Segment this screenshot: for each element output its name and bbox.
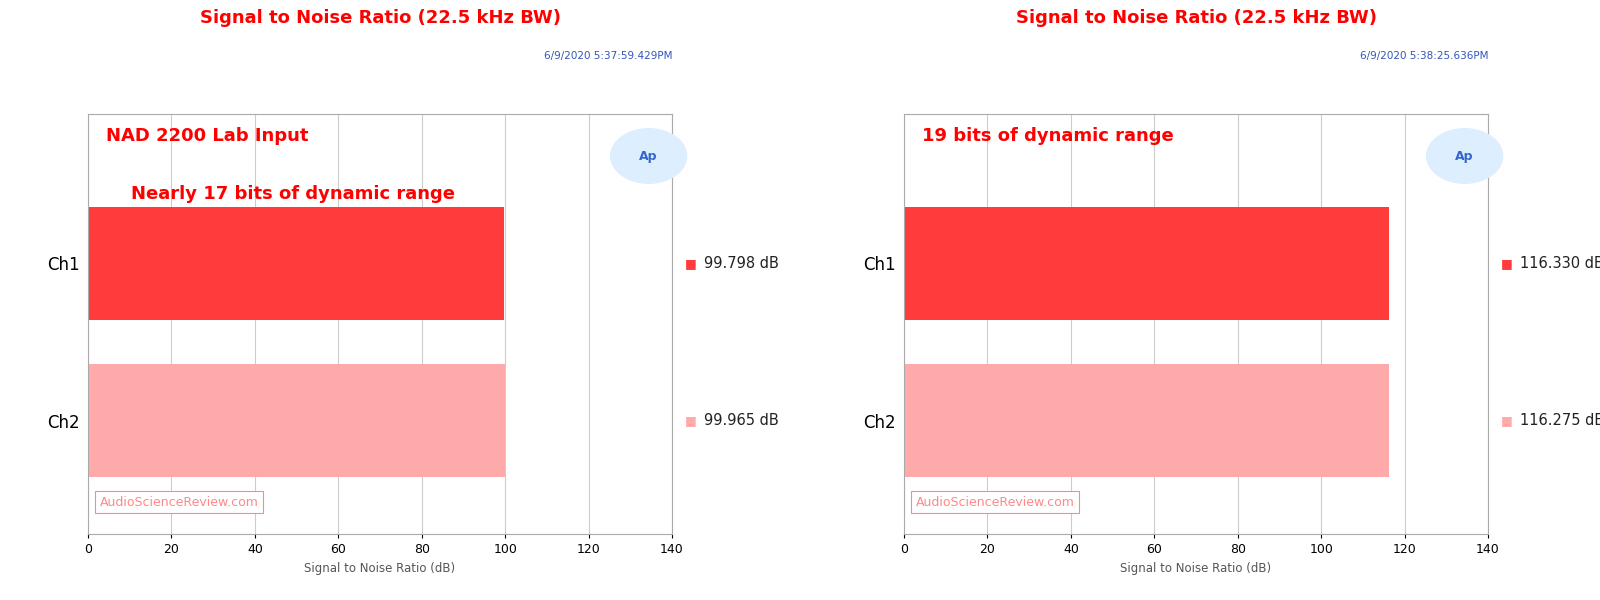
Text: Signal to Noise Ratio (22.5 kHz BW): Signal to Noise Ratio (22.5 kHz BW) bbox=[1016, 9, 1376, 27]
Text: 6/9/2020 5:38:25.636PM: 6/9/2020 5:38:25.636PM bbox=[1360, 51, 1488, 61]
Bar bbox=[904, 207, 1389, 320]
Text: ■: ■ bbox=[685, 257, 696, 270]
Text: 6/9/2020 5:37:59.429PM: 6/9/2020 5:37:59.429PM bbox=[544, 51, 672, 61]
Text: 99.798 dB: 99.798 dB bbox=[704, 256, 779, 271]
Text: AudioScienceReview.com: AudioScienceReview.com bbox=[915, 496, 1075, 509]
Text: NAD 2200 Lab Input: NAD 2200 Lab Input bbox=[106, 127, 309, 145]
Text: 19 bits of dynamic range: 19 bits of dynamic range bbox=[922, 127, 1173, 145]
Text: ■: ■ bbox=[1501, 414, 1512, 427]
X-axis label: Signal to Noise Ratio (dB): Signal to Noise Ratio (dB) bbox=[1120, 562, 1272, 575]
Text: AudioScienceReview.com: AudioScienceReview.com bbox=[99, 496, 259, 509]
Bar bbox=[88, 207, 504, 320]
Text: 99.965 dB: 99.965 dB bbox=[704, 413, 779, 428]
Text: Ap: Ap bbox=[1456, 149, 1474, 163]
Text: Signal to Noise Ratio (22.5 kHz BW): Signal to Noise Ratio (22.5 kHz BW) bbox=[200, 9, 560, 27]
Bar bbox=[904, 364, 1389, 478]
Text: 116.330 dB: 116.330 dB bbox=[1520, 256, 1600, 271]
Bar bbox=[88, 364, 506, 478]
Text: ■: ■ bbox=[685, 414, 696, 427]
X-axis label: Signal to Noise Ratio (dB): Signal to Noise Ratio (dB) bbox=[304, 562, 456, 575]
Circle shape bbox=[611, 129, 686, 184]
Text: Ap: Ap bbox=[640, 149, 658, 163]
Text: ■: ■ bbox=[1501, 257, 1512, 270]
Circle shape bbox=[1427, 129, 1502, 184]
Text: 116.275 dB: 116.275 dB bbox=[1520, 413, 1600, 428]
Text: Nearly 17 bits of dynamic range: Nearly 17 bits of dynamic range bbox=[106, 185, 454, 203]
